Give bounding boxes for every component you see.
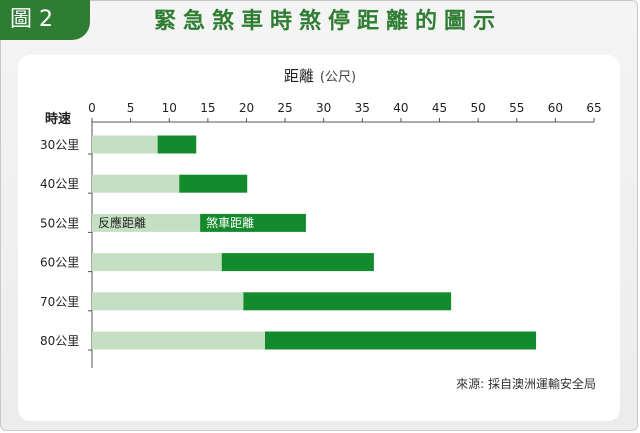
x-tick-label: 60 [548,101,563,115]
reaction-distance-bar [92,213,201,232]
y-category-label: 80公里 [40,334,79,348]
x-tick-label: 10 [162,101,177,115]
x-tick-label: 30 [316,101,331,115]
figure-label: 圖 2 [0,0,90,40]
chart-panel [18,55,620,421]
x-tick-label: 15 [200,101,215,115]
y-category-label: 50公里 [40,216,79,230]
x-tick-label: 20 [239,101,254,115]
y-category-label: 40公里 [40,177,79,191]
x-tick-label: 55 [509,101,524,115]
x-tick-label: 35 [355,101,370,115]
x-tick-label: 25 [277,101,292,115]
braking-distance-bar [221,253,374,272]
y-category-label: 60公里 [40,256,79,270]
braking-distance-bar [179,174,248,193]
source-note: 來源: 採自澳洲運輸安全局 [456,377,596,391]
x-axis-title: 距離 (公尺) [0,65,640,86]
x-tick-label: 40 [393,101,408,115]
y-axis-label: 時速 [45,112,72,127]
reaction-distance-bar [92,331,265,350]
reaction-distance-bar [92,292,244,311]
figure-title: 緊急煞車時煞停距離的圖示 [153,9,502,34]
braking-distance-bar [264,331,537,350]
x-tick-label: 65 [586,101,601,115]
x-tick-label: 5 [127,101,135,115]
reaction-distance-bar [92,174,180,193]
x-tick-label: 50 [471,101,486,115]
y-category-label: 70公里 [40,295,79,309]
x-tick-label: 45 [432,101,447,115]
x-axis-title-text: 距離 [283,67,314,85]
x-axis-unit: (公尺) [319,70,357,85]
braking-series-label: 煞車距離 [206,216,254,230]
reaction-series-label: 反應距離 [98,215,146,230]
braking-distance-bar [200,213,306,232]
reaction-distance-bar [92,253,222,272]
braking-distance-bar [157,135,197,154]
reaction-distance-bar [92,135,158,154]
x-tick-label: 0 [88,101,96,115]
y-category-label: 30公里 [40,138,79,152]
braking-distance-bar [243,292,452,311]
